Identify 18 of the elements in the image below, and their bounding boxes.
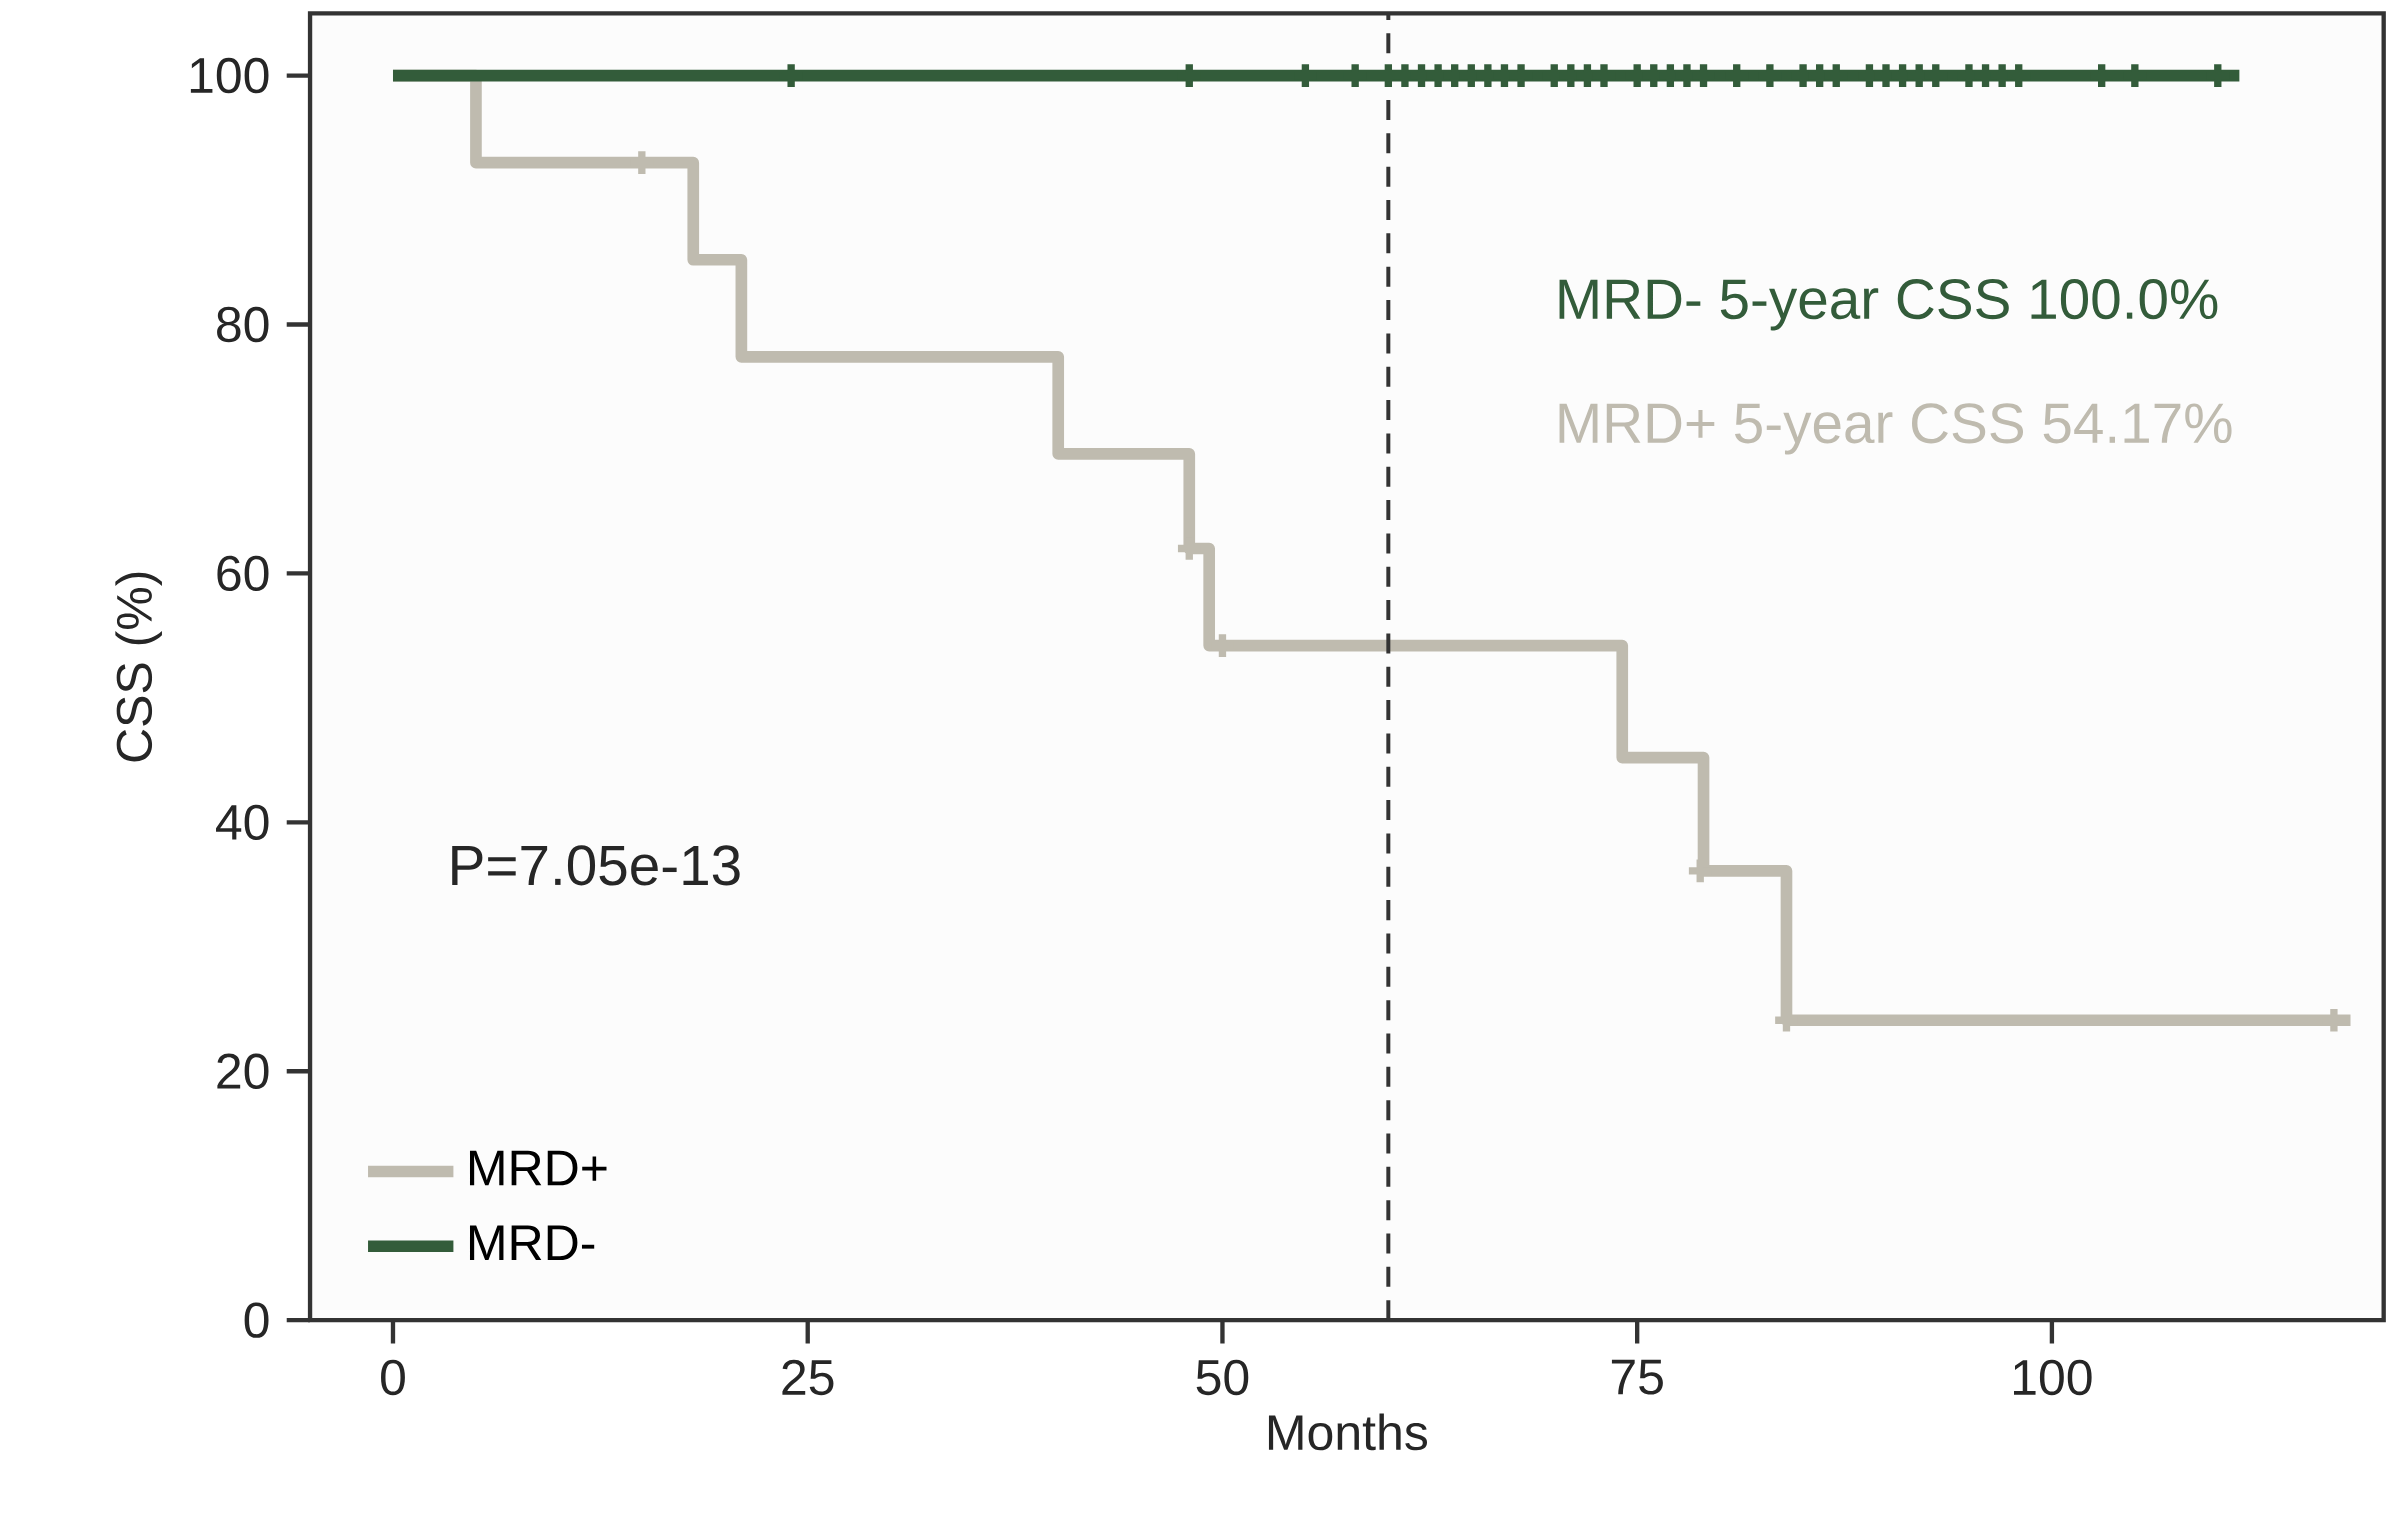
x-tick-label: 100	[2014, 1359, 2092, 1396]
x-tick-label: 0	[381, 1359, 405, 1396]
annotation: P=7.05e-13	[452, 845, 740, 886]
x-tick-label: 75	[1611, 1359, 1663, 1395]
annotation: MRD- 5-year CSS 100.0%	[1559, 278, 2218, 331]
y-tick-label: 80	[217, 306, 269, 343]
x-tick-label: 25	[782, 1359, 834, 1396]
y-tick-label: 0	[244, 1302, 269, 1338]
annotation: MRD+ 5-year CSS 54.17%	[1559, 403, 2232, 455]
y-tick-label: 40	[216, 804, 269, 840]
x-tick-label: 50	[1196, 1359, 1249, 1396]
x-axis-title: Months	[1268, 1413, 1428, 1451]
y-axis-title: CSS (%)	[115, 572, 162, 762]
y-tick-label: 20	[217, 1053, 269, 1089]
legend-label: MRD+	[469, 1150, 607, 1186]
legend-label: MRD-	[469, 1225, 595, 1260]
y-tick-label: 60	[217, 555, 269, 591]
y-tick-label: 100	[190, 57, 269, 94]
